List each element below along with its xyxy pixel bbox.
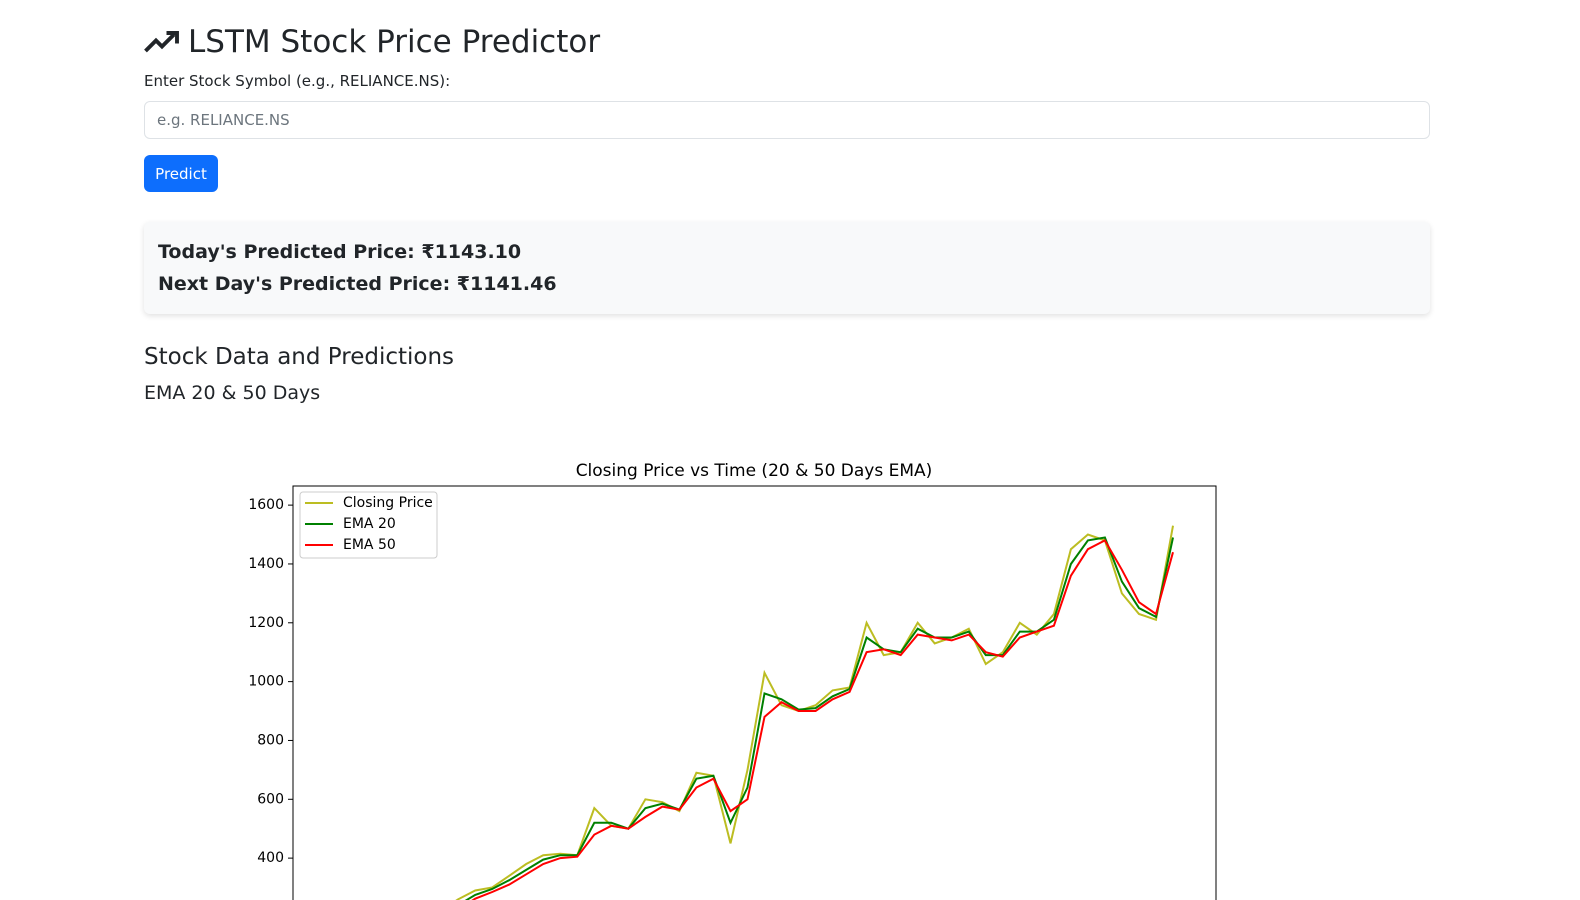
y-tick-label: 1600 — [248, 497, 284, 513]
section-subtitle: EMA 20 & 50 Days — [144, 382, 321, 404]
legend-label: EMA 20 — [343, 516, 396, 532]
y-tick-label: 800 — [257, 732, 284, 748]
symbol-input[interactable] — [144, 101, 1430, 139]
chart-title: Closing Price vs Time (20 & 50 Days EMA) — [576, 461, 933, 481]
plot-area — [455, 525, 1174, 900]
y-tick-label: 1200 — [248, 615, 284, 631]
y-tick-label: 1000 — [248, 674, 284, 690]
series-line — [471, 539, 1174, 900]
input-label: Enter Stock Symbol (e.g., RELIANCE.NS): — [144, 72, 451, 90]
predict-button[interactable]: Predict — [144, 155, 218, 192]
result-card: Today's Predicted Price: ₹1143.10 Next D… — [144, 222, 1430, 314]
page-title: LSTM Stock Price Predictor — [188, 24, 601, 60]
legend-box — [299, 491, 438, 559]
legend-label: EMA 50 — [343, 537, 396, 553]
legend-label: Closing Price — [343, 495, 433, 511]
y-tick-label: 600 — [257, 791, 284, 807]
header: LSTM Stock Price Predictor — [144, 24, 600, 60]
y-tick-label: 400 — [257, 850, 284, 866]
trend-icon — [144, 31, 179, 53]
series-line — [455, 525, 1174, 900]
next-day-price: Next Day's Predicted Price: ₹1141.46 — [158, 273, 557, 295]
today-price: Today's Predicted Price: ₹1143.10 — [158, 241, 522, 263]
section-title: Stock Data and Predictions — [144, 344, 455, 370]
axes-frame — [292, 485, 1217, 900]
y-tick-label: 1400 — [248, 556, 284, 572]
